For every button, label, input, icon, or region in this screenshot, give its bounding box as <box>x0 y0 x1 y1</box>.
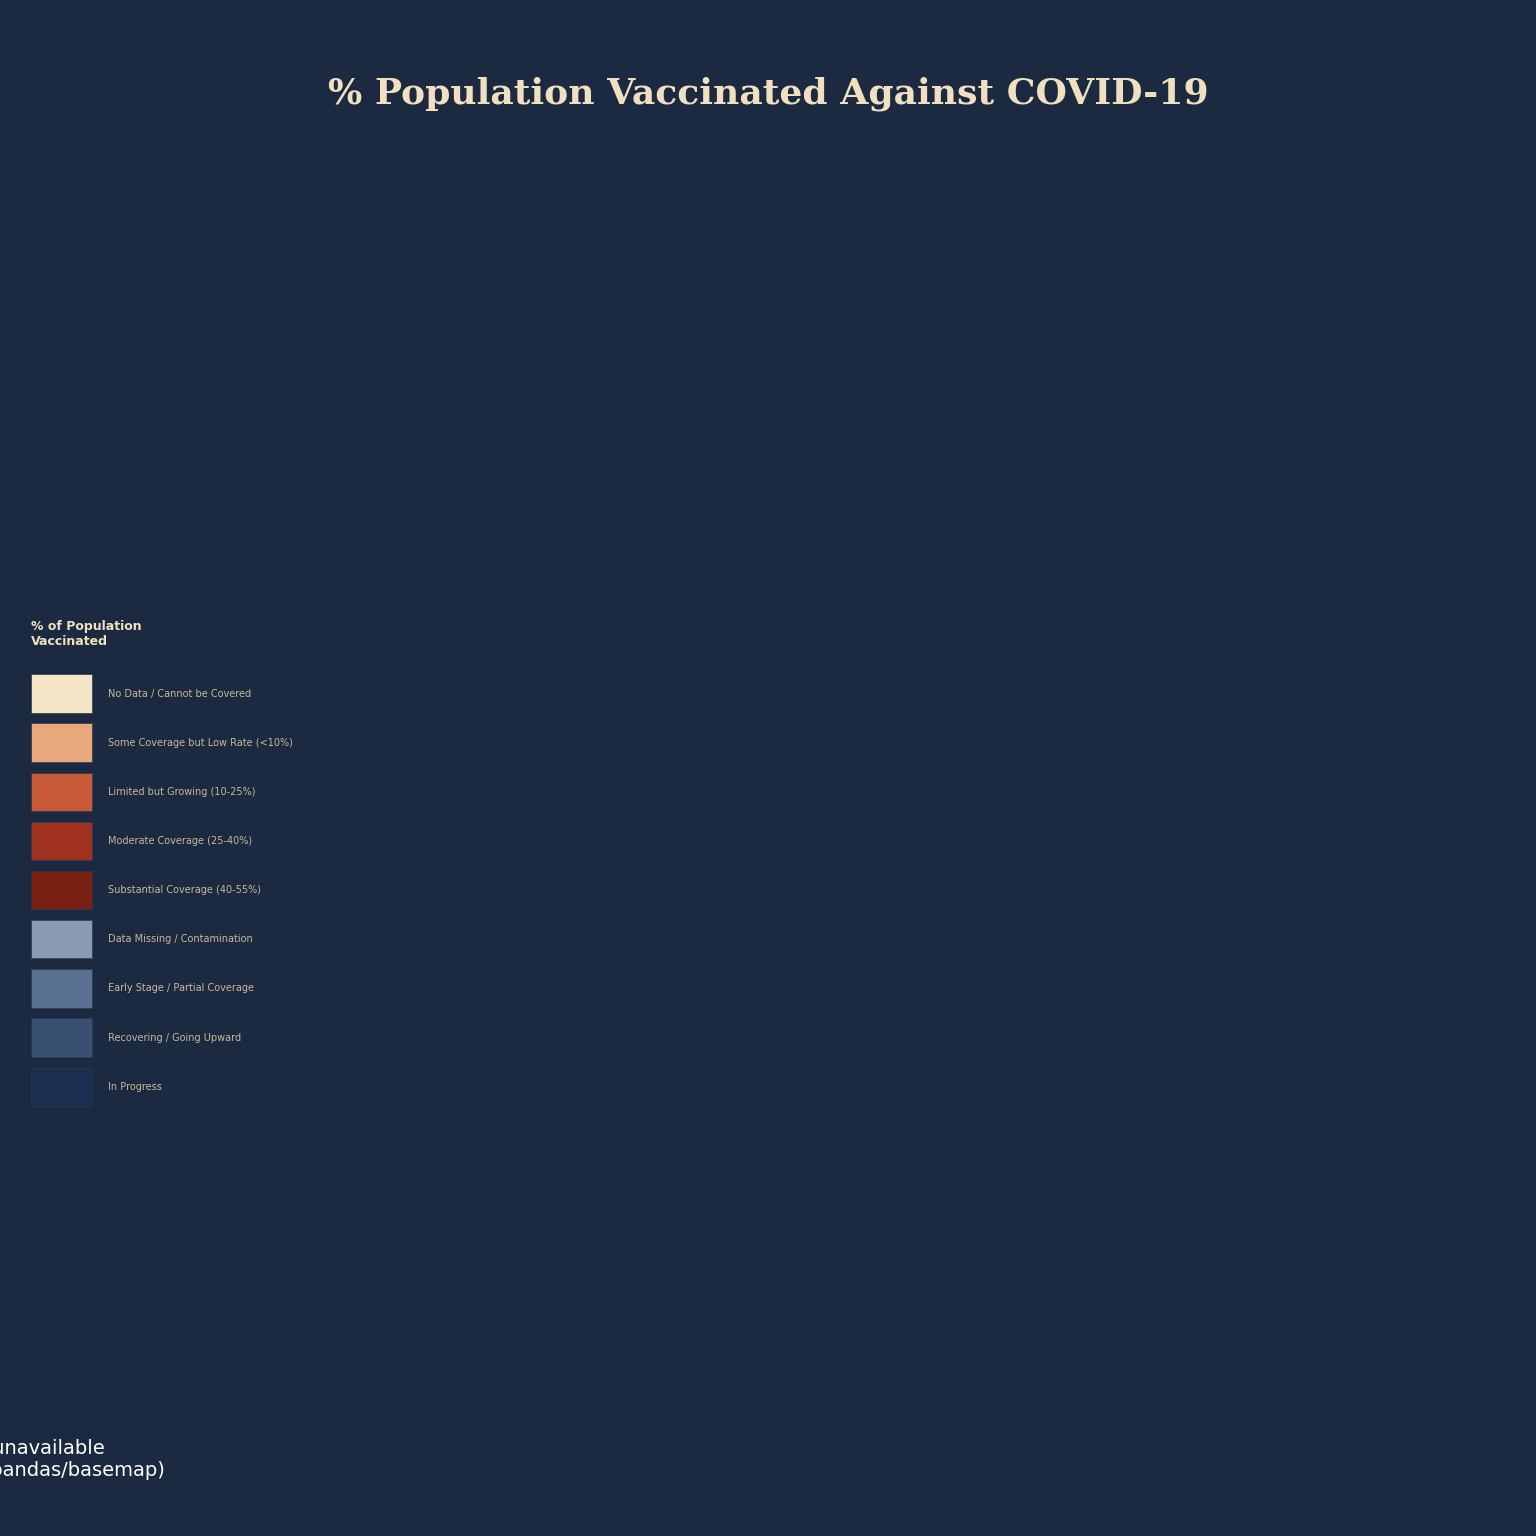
Text: Early Stage / Partial Coverage: Early Stage / Partial Coverage <box>108 983 253 994</box>
Text: % of Population
Vaccinated: % of Population Vaccinated <box>31 621 141 648</box>
Text: Limited but Growing (10-25%): Limited but Growing (10-25%) <box>108 786 255 797</box>
Text: Some Coverage but Low Rate (<10%): Some Coverage but Low Rate (<10%) <box>108 737 292 748</box>
Text: Recovering / Going Upward: Recovering / Going Upward <box>108 1032 241 1043</box>
Text: In Progress: In Progress <box>108 1081 161 1092</box>
Text: Substantial Coverage (40-55%): Substantial Coverage (40-55%) <box>108 885 261 895</box>
Text: No Data / Cannot be Covered: No Data / Cannot be Covered <box>108 688 250 699</box>
Text: Map data unavailable
(no cartopy/geopandas/basemap): Map data unavailable (no cartopy/geopand… <box>0 1439 164 1479</box>
Text: Data Missing / Contamination: Data Missing / Contamination <box>108 934 252 945</box>
Text: % Population Vaccinated Against COVID-19: % Population Vaccinated Against COVID-19 <box>327 77 1209 111</box>
Text: Moderate Coverage (25-40%): Moderate Coverage (25-40%) <box>108 836 252 846</box>
